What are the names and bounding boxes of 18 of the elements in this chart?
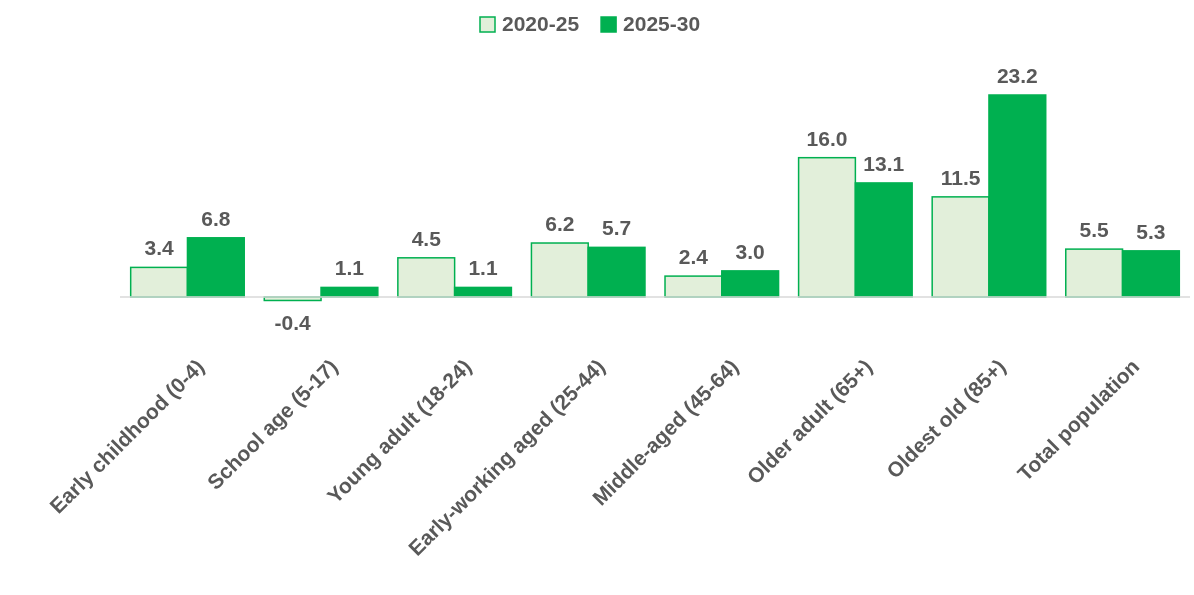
data-label: 6.8 [201,206,231,230]
data-label: 5.7 [601,216,632,240]
data-label: -0.4 [274,311,312,335]
data-label: 3.4 [144,236,174,260]
data-label: 3.0 [735,239,765,263]
data-label: 13.1 [863,151,905,175]
data-label: 5.3 [1136,219,1166,243]
data-label: 1.1 [334,256,365,280]
data-label: 2.4 [678,245,709,269]
data-label: 1.1 [468,256,498,280]
data-label: 16.0 [806,126,848,150]
data-label: 4.5 [411,226,442,250]
legend-label: 2025-30 [623,12,701,35]
data-label: 11.5 [940,165,981,189]
legend-label: 2020-25 [502,12,580,35]
data-label: 6.2 [545,212,575,236]
data-label: 23.2 [996,64,1038,87]
data-label: 5.5 [1079,218,1110,242]
